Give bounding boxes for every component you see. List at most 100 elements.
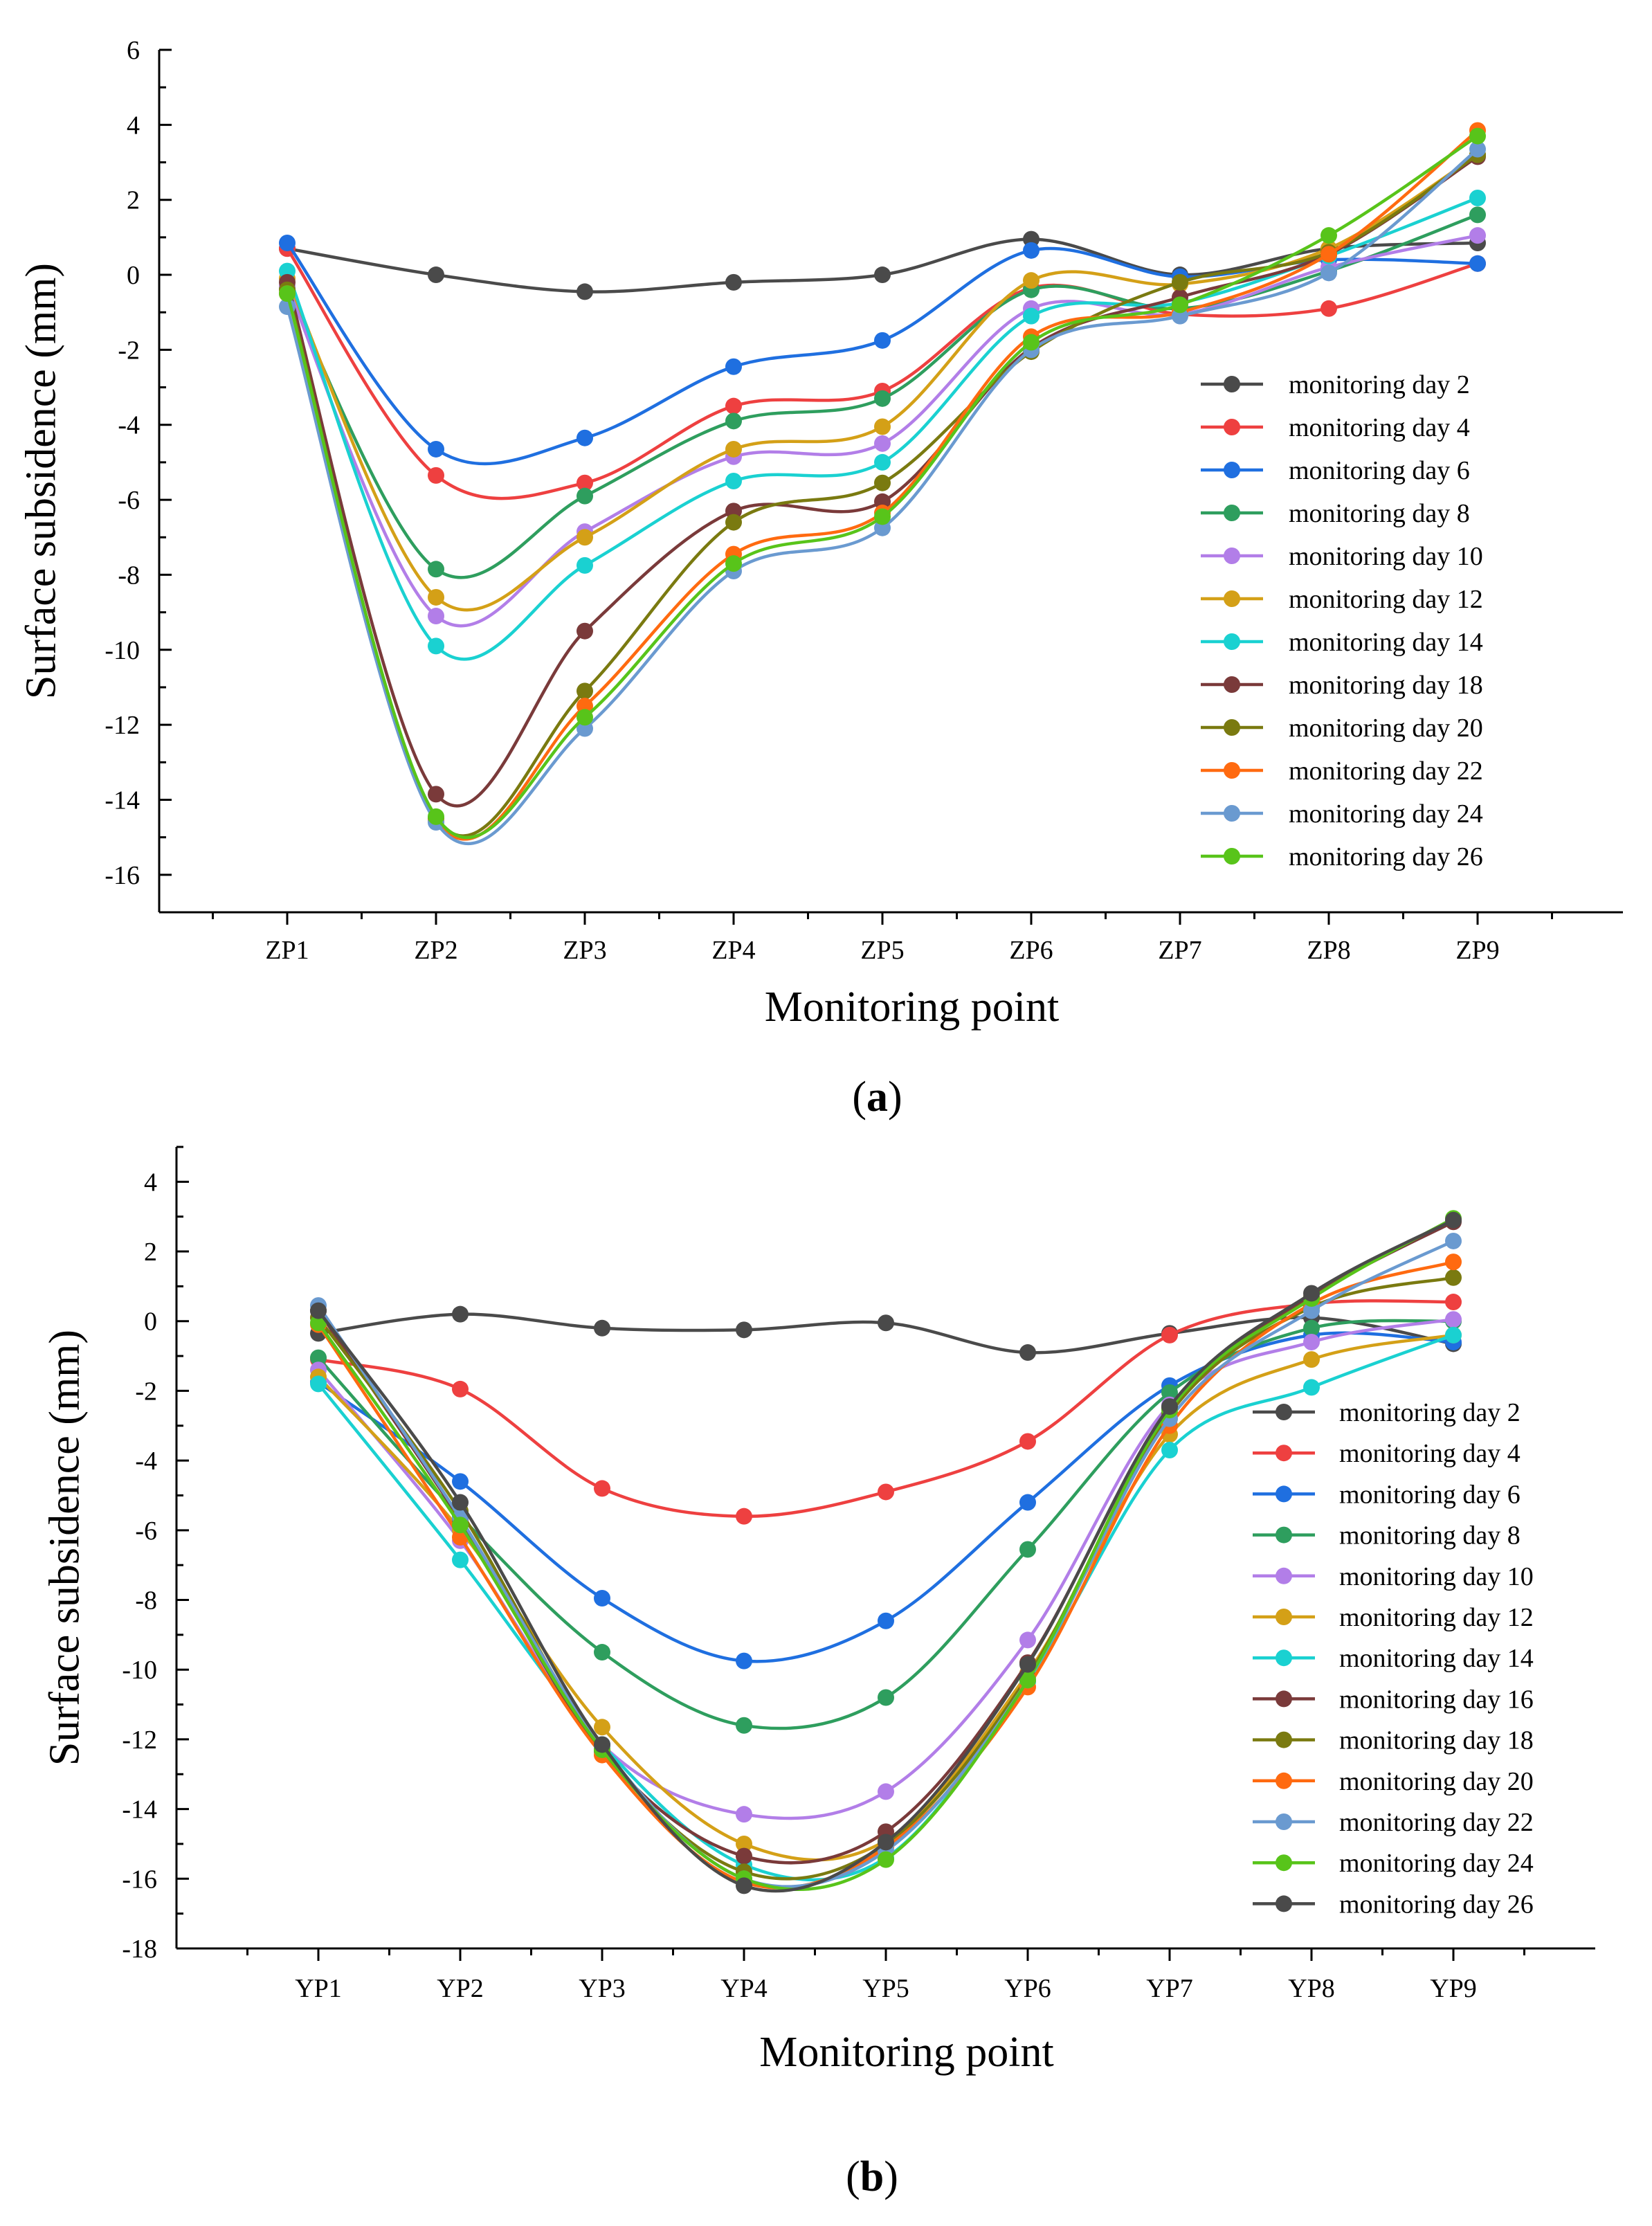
- data-point: [874, 474, 891, 491]
- legend-marker: [1224, 376, 1240, 392]
- y-tick-label: 0: [144, 1307, 157, 1337]
- data-point: [428, 588, 444, 606]
- data-point: [1320, 264, 1337, 282]
- data-point: [452, 1305, 469, 1323]
- legend-marker: [1224, 419, 1240, 435]
- data-point: [878, 1612, 894, 1629]
- legend-label: monitoring day 24: [1339, 1849, 1534, 1878]
- data-point: [725, 358, 742, 375]
- legend-marker: [1224, 719, 1240, 736]
- y-tick-label: -12: [122, 1726, 157, 1755]
- data-point: [736, 1877, 752, 1894]
- legend-marker: [1276, 1895, 1292, 1912]
- y-tick-label: -10: [105, 636, 140, 665]
- legend-label: monitoring day 6: [1289, 456, 1470, 485]
- legend-item: monitoring day 14: [1253, 1644, 1534, 1673]
- data-point: [452, 1494, 469, 1511]
- legend-item: monitoring day 8: [1253, 1521, 1521, 1550]
- data-point: [878, 1689, 894, 1706]
- x-tick-label: ZP7: [1158, 936, 1201, 965]
- series: [279, 127, 1486, 840]
- data-point: [1445, 1311, 1462, 1328]
- legend-label: monitoring day 4: [1339, 1439, 1521, 1468]
- data-point: [594, 1590, 610, 1607]
- x-tick-label: YP4: [720, 1974, 768, 2003]
- data-point: [310, 1349, 327, 1366]
- x-tick-label: YP7: [1146, 1974, 1193, 2003]
- data-point: [725, 273, 742, 291]
- legend-marker: [1276, 1609, 1292, 1625]
- data-point: [594, 1480, 610, 1497]
- data-point: [874, 266, 891, 284]
- data-point: [874, 508, 891, 525]
- data-point: [577, 682, 593, 700]
- data-point: [577, 556, 593, 574]
- y-tick-label: -14: [122, 1795, 157, 1825]
- legend-label: monitoring day 20: [1339, 1767, 1534, 1796]
- legend-label: monitoring day 10: [1339, 1562, 1534, 1591]
- data-point: [452, 1473, 469, 1490]
- legend-marker: [1276, 1854, 1292, 1872]
- data-point: [1019, 1672, 1036, 1689]
- data-point: [878, 1834, 894, 1851]
- x-tick-label: ZP9: [1455, 936, 1499, 965]
- data-point: [1445, 1269, 1462, 1286]
- data-point: [1469, 127, 1486, 145]
- legend-marker: [1224, 462, 1240, 478]
- data-point: [1161, 1398, 1178, 1415]
- legend-label: monitoring day 10: [1289, 542, 1483, 571]
- data-point: [874, 435, 891, 452]
- data-point: [310, 1375, 327, 1393]
- legend-item: monitoring day 12: [1201, 585, 1483, 614]
- y-tick-label: -16: [105, 861, 140, 890]
- data-point: [878, 1783, 894, 1800]
- data-point: [1469, 141, 1486, 158]
- legend-item: monitoring day 20: [1253, 1767, 1534, 1796]
- data-point: [1469, 189, 1486, 206]
- data-point: [594, 1319, 610, 1337]
- data-point: [577, 529, 593, 546]
- legend-item: monitoring day 20: [1201, 714, 1483, 743]
- data-point: [1023, 272, 1040, 289]
- legend-label: monitoring day 6: [1339, 1480, 1521, 1509]
- data-point: [1172, 296, 1188, 314]
- legend-label: monitoring day 26: [1289, 842, 1483, 871]
- legend-item: monitoring day 22: [1201, 757, 1483, 786]
- x-tick-label: YP8: [1288, 1974, 1335, 2003]
- data-point: [428, 467, 444, 484]
- data-point: [594, 1736, 610, 1753]
- legend-item: monitoring day 10: [1201, 542, 1483, 571]
- x-tick-label: YP1: [295, 1974, 342, 2003]
- x-tick-label: ZP5: [860, 936, 904, 965]
- legend-item: monitoring day 6: [1253, 1480, 1521, 1509]
- y-tick-label: 2: [127, 186, 140, 215]
- y-tick-label: -16: [122, 1865, 157, 1894]
- y-tick-label: -8: [135, 1586, 157, 1616]
- legend-item: monitoring day 4: [1253, 1439, 1521, 1468]
- x-tick-label: YP9: [1430, 1974, 1477, 2003]
- data-point: [428, 440, 444, 458]
- data-point: [1445, 1326, 1462, 1343]
- y-tick-label: -14: [105, 786, 140, 815]
- data-point: [577, 622, 593, 640]
- data-point: [1023, 307, 1040, 325]
- legend-marker: [1224, 762, 1240, 779]
- data-point: [1172, 273, 1188, 291]
- data-point: [725, 440, 742, 458]
- x-tick-label: YP3: [579, 1974, 626, 2003]
- data-point: [428, 808, 444, 825]
- data-point: [1303, 1379, 1320, 1396]
- legend-label: monitoring day 26: [1339, 1890, 1534, 1919]
- data-point: [1445, 1232, 1462, 1249]
- legend-item: monitoring day 18: [1201, 671, 1483, 700]
- y-tick-label: 6: [127, 36, 140, 65]
- legend-label: monitoring day 18: [1289, 671, 1483, 700]
- legend-label: monitoring day 18: [1339, 1726, 1534, 1755]
- legend-label: monitoring day 2: [1339, 1398, 1521, 1427]
- data-point: [577, 429, 593, 446]
- x-tick-label: ZP6: [1009, 936, 1053, 965]
- data-point: [428, 608, 444, 625]
- data-point: [725, 555, 742, 572]
- data-point: [1303, 1319, 1320, 1337]
- data-point: [428, 637, 444, 655]
